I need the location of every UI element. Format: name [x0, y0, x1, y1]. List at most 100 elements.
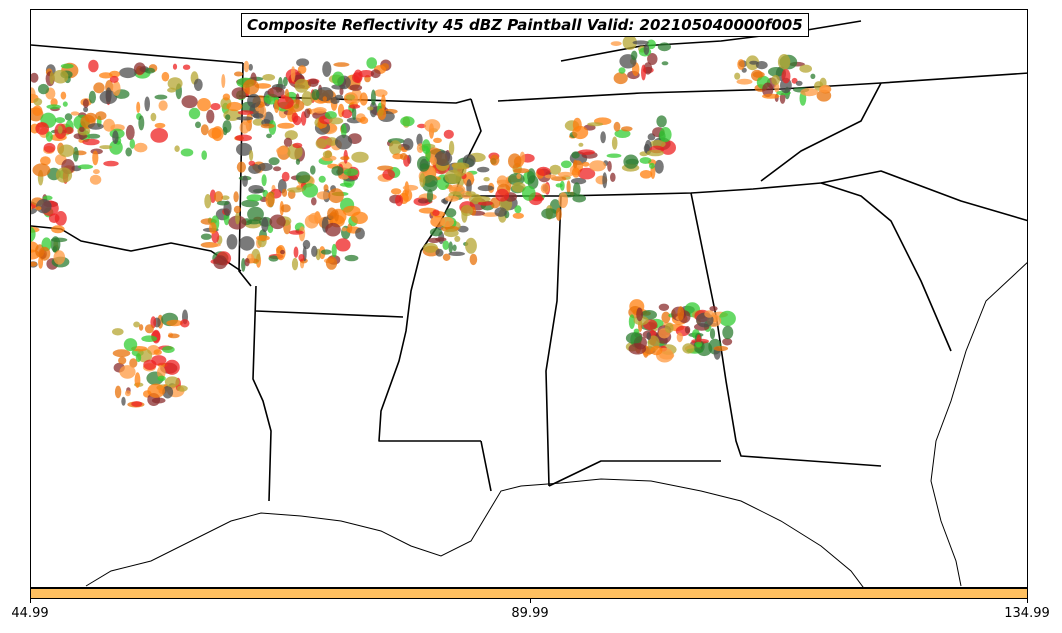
paintball-blob — [103, 160, 119, 167]
paintball-blob — [35, 206, 42, 211]
paintball-blob — [573, 159, 578, 169]
paintball-blob — [513, 168, 530, 174]
paintball-blob — [197, 98, 211, 112]
paintball-blob — [151, 355, 167, 366]
paintball-blob — [423, 175, 438, 188]
paintball-blob — [399, 153, 408, 160]
paintball-blob — [421, 139, 431, 155]
paintball-blob — [45, 131, 53, 142]
paintball-blob — [494, 207, 507, 217]
paintball-blob — [657, 42, 672, 52]
paintball-blob — [544, 174, 557, 179]
paintball-blob — [147, 383, 165, 398]
paintball-blob — [267, 87, 285, 98]
paintball-blob — [322, 61, 332, 77]
paintball-blob — [64, 126, 74, 135]
paintball-blob — [112, 130, 119, 144]
paintball-blob — [340, 156, 350, 161]
paintball-blob — [417, 198, 429, 204]
paintball-blob — [242, 175, 248, 187]
paintball-blob — [781, 69, 791, 84]
paintball-blob — [600, 131, 606, 144]
paintball-blob — [46, 104, 61, 110]
paintball-blob — [370, 89, 376, 106]
paintball-blob — [536, 166, 551, 176]
paintball-blob — [141, 335, 158, 343]
paintball-blob — [277, 122, 295, 129]
paintball-blob — [136, 101, 141, 114]
paintball-blob — [607, 160, 612, 172]
border-va-nc — [760, 82, 882, 182]
paintball-blob — [291, 257, 299, 271]
paintball-blob — [134, 142, 148, 153]
paintball-blob — [749, 60, 759, 65]
paintball-blob — [298, 253, 305, 262]
paintball-blob — [248, 160, 256, 166]
paintball-blob — [262, 74, 276, 81]
paintball-blob — [164, 359, 180, 375]
paintball-blob — [578, 142, 584, 147]
paintball-blob — [400, 116, 415, 127]
paintball-blob — [381, 94, 386, 111]
paintball-blob — [443, 228, 459, 238]
paintball-blob — [31, 226, 36, 242]
paintball-blob — [573, 182, 581, 197]
paintball-blob — [581, 161, 590, 167]
paintball-blob — [40, 156, 51, 166]
paintball-blob — [195, 121, 201, 129]
paintball-blob — [95, 111, 107, 121]
paintball-blob — [109, 75, 119, 83]
paintball-blob — [93, 82, 105, 94]
paintball-blob — [560, 160, 572, 169]
paintball-blob — [221, 195, 230, 200]
paintball-blob — [577, 167, 596, 180]
border-la-ms — [480, 440, 492, 492]
paintball-blob — [268, 255, 279, 262]
paintball-blob — [762, 93, 780, 99]
paintball-blob — [31, 72, 39, 83]
paintball-blob — [201, 150, 207, 160]
paintball-blob — [348, 104, 361, 109]
paintball-blob — [434, 150, 453, 166]
paintball-blob — [266, 133, 272, 139]
colorbar-tick-mid — [530, 598, 531, 603]
paintball-blob — [208, 127, 222, 139]
paintball-blob — [522, 185, 536, 201]
paintball-blob — [164, 376, 180, 388]
paintball-blob — [222, 120, 232, 133]
paintball-blob — [613, 72, 628, 85]
paintball-blob — [602, 172, 608, 189]
paintball-blob — [283, 76, 288, 87]
paintball-blob — [77, 164, 94, 170]
paintball-blob — [162, 346, 175, 353]
paintball-blob — [625, 332, 643, 344]
border-ky-north — [560, 20, 862, 62]
paintball-blob — [276, 146, 289, 155]
paintball-blob — [216, 200, 230, 206]
paintball-blob — [161, 71, 170, 82]
paintball-blob — [89, 174, 102, 185]
paintball-blob — [307, 78, 319, 88]
paintball-blob — [311, 197, 317, 206]
paintball-blob — [324, 111, 337, 120]
paintball-blob — [628, 314, 636, 330]
paintball-blob — [157, 375, 166, 382]
paintball-blob — [233, 191, 239, 203]
paintball-blob — [310, 165, 316, 175]
paintball-blob — [87, 133, 101, 139]
paintball-blob — [330, 96, 340, 105]
paintball-blob — [213, 255, 228, 270]
paintball-blob — [82, 98, 89, 108]
paintball-blob — [82, 138, 100, 146]
paintball-blob — [290, 66, 296, 82]
paintball-blob — [390, 188, 402, 195]
paintball-blob — [335, 238, 351, 252]
paintball-blob — [247, 206, 264, 222]
paintball-blob — [333, 62, 350, 67]
paintball-blob — [237, 110, 254, 115]
paintball-blob — [248, 63, 253, 71]
colorbar-label-min: 44.99 — [11, 606, 49, 621]
paintball-blob — [589, 160, 606, 172]
paintball-blob — [632, 40, 649, 45]
paintball-blob — [512, 212, 524, 219]
